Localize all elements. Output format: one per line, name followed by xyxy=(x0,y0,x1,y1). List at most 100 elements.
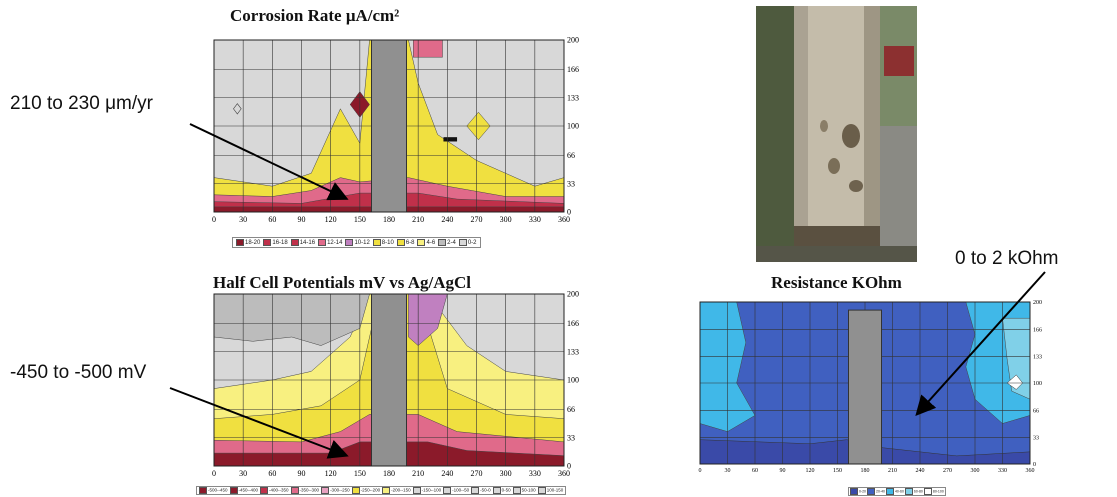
x-tick-label: 300 xyxy=(971,468,980,474)
legend-swatch xyxy=(923,488,932,495)
legend-swatch xyxy=(351,487,360,494)
legend-swatch xyxy=(318,239,327,246)
column-shape xyxy=(371,293,407,467)
x-tick-label: 30 xyxy=(725,468,731,474)
resistance-arrow xyxy=(915,271,1046,416)
legend-entry: 0-2 xyxy=(458,239,477,247)
legend-label: 10-12 xyxy=(354,240,370,247)
halfcell-arrow xyxy=(169,387,349,459)
legend-label: -500--450 xyxy=(208,487,228,493)
x-tick-label: 120 xyxy=(325,469,337,478)
legend-swatch xyxy=(867,488,876,495)
legend-entry: 10-12 xyxy=(345,239,370,247)
legend-label: 2-4 xyxy=(447,240,456,247)
legend-swatch xyxy=(443,487,452,494)
legend-swatch xyxy=(471,487,480,494)
corrosion-legend: 18-20 16-18 14-16 12-14 10-12 8-10 6-8 4-6 2-4 0-… xyxy=(232,237,481,249)
legend-label: 0-50 xyxy=(501,487,511,493)
x-tick-label: 30 xyxy=(239,215,247,224)
y-tick-label: 166 xyxy=(567,65,579,74)
legend-entry: 14-16 xyxy=(290,239,316,247)
legend-swatch xyxy=(438,239,447,246)
x-tick-label: 180 xyxy=(383,215,395,224)
legend-label: 100-150 xyxy=(546,487,564,493)
corrosion-chart-title: Corrosion Rate μA/cm² xyxy=(230,6,400,25)
x-tick-label: 330 xyxy=(529,215,541,224)
corrosion-annotation: 210 to 230 μm/yr xyxy=(10,93,153,114)
y-tick-label: 66 xyxy=(567,405,575,414)
legend-label: 4-6 xyxy=(426,240,436,247)
y-tick-label: 133 xyxy=(567,347,579,356)
y-tick-label: 200 xyxy=(567,290,579,299)
x-tick-label: 60 xyxy=(268,469,276,478)
x-tick-label: 30 xyxy=(239,469,247,478)
legend-entry: 20-40 xyxy=(867,488,885,495)
legend-label: -350--300 xyxy=(299,487,320,493)
legend-entry: -100--50 xyxy=(443,487,469,494)
legend-entry: -250--200 xyxy=(351,487,380,494)
legend-entry: 6-8 xyxy=(396,239,415,247)
legend-swatch xyxy=(229,487,238,494)
legend-label: -400--350 xyxy=(269,487,289,493)
legend-label: -50-0 xyxy=(480,487,491,493)
legend-entry: 100-150 xyxy=(537,487,564,494)
legend-entry: 18-20 xyxy=(236,239,260,246)
x-tick-label: 330 xyxy=(998,468,1007,474)
contour-band xyxy=(1002,317,1031,400)
legend-label: 0-2 xyxy=(467,240,477,247)
corrosion-heatmap: 0 30 60 90 120 150 180 210 240 270 300 330 360033661… xyxy=(212,36,579,224)
legend-entry: 4-6 xyxy=(417,239,435,246)
x-tick-label: 270 xyxy=(943,468,952,474)
legend-label: 18-20 xyxy=(245,240,261,247)
x-tick-label: 60 xyxy=(752,468,758,474)
halfcell-legend: -500--450 -450--400 -400--350 -350--300 -300… xyxy=(196,486,567,495)
x-tick-label: 0 xyxy=(212,215,216,224)
legend-label: 8-10 xyxy=(381,240,394,247)
legend-swatch xyxy=(492,487,501,494)
resistance-heatmap: 0 30 60 90 120 150 180 210 240 270 300 330 360033661… xyxy=(699,300,1043,474)
legend-label: 14-16 xyxy=(299,240,316,247)
legend-entry: 80-100 xyxy=(923,488,944,495)
hotspot xyxy=(233,103,242,115)
legend-entry: -200--150 xyxy=(382,487,411,494)
legend-entry: -150--100 xyxy=(412,487,441,494)
y-tick-label: 66 xyxy=(1033,409,1039,415)
y-tick-label: 33 xyxy=(567,433,575,442)
legend-label: 80-100 xyxy=(932,489,944,494)
x-tick-label: 240 xyxy=(441,215,453,224)
legend-label: 50-100 xyxy=(521,487,536,493)
legend-entry: 0-50 xyxy=(492,487,511,494)
y-tick-label: 0 xyxy=(1033,462,1036,468)
x-tick-label: 210 xyxy=(412,215,424,224)
legend-entry: 2-4 xyxy=(438,239,456,246)
x-tick-label: 330 xyxy=(529,469,541,478)
resistance-chart-title: Resistance KOhm xyxy=(771,273,902,292)
halfcell-chart: 0 30 60 90 120 150 180 210 240 270 300 330 360 0 33 66 1… xyxy=(200,288,590,488)
legend-label: -300--250 xyxy=(330,487,350,493)
legend-swatch xyxy=(396,239,405,246)
corrosion-chart: 0 30 60 90 120 150 180 210 240 270 300 330 360 0 33 66 1… xyxy=(200,32,590,237)
x-tick-label: 90 xyxy=(298,215,306,224)
legend-swatch xyxy=(512,487,521,494)
legend-swatch xyxy=(372,239,381,246)
y-tick-label: 166 xyxy=(567,319,579,328)
x-tick-label: 90 xyxy=(780,468,786,474)
x-tick-label: 180 xyxy=(861,468,870,474)
legend-label: 6-8 xyxy=(405,240,415,247)
legend-entry: 12-14 xyxy=(318,239,342,246)
x-tick-label: 360 xyxy=(1026,468,1035,474)
legend-entry: -400--350 xyxy=(260,487,289,494)
legend-entry: -500--450 xyxy=(199,487,228,494)
resistance-annotation: 0 to 2 kOhm xyxy=(955,248,1059,269)
y-tick-label: 0 xyxy=(567,462,571,471)
y-tick-label: 200 xyxy=(567,36,579,45)
legend-label: 20-40 xyxy=(876,489,885,494)
legend-swatch xyxy=(236,239,244,246)
legend-entry: 40-60 xyxy=(885,488,904,495)
legend-swatch xyxy=(412,487,421,494)
corrosion-arrow xyxy=(189,123,349,201)
y-tick-label: 33 xyxy=(1033,435,1039,441)
legend-swatch xyxy=(850,488,858,495)
corroded-column-image xyxy=(756,6,917,262)
